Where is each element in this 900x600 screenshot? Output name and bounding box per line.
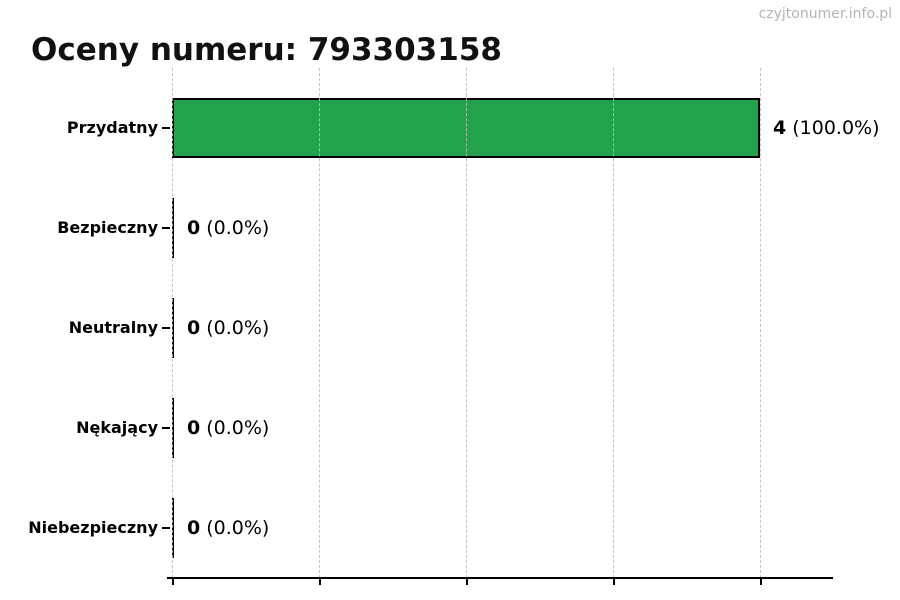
- x-axis-tick: [613, 579, 615, 585]
- gridline: [466, 68, 467, 578]
- bar-nekajacy: [172, 398, 174, 458]
- x-axis-tick: [466, 579, 468, 585]
- gridline: [760, 68, 761, 578]
- value-number: 0: [187, 417, 201, 439]
- y-axis-tick: [162, 227, 170, 229]
- category-label: Niebezpieczny: [28, 518, 158, 537]
- category-label: Przydatny: [66, 118, 158, 137]
- value-label: 4 (100.0%): [773, 98, 880, 158]
- watermark-text: czyjtonumer.info.pl: [758, 6, 892, 22]
- value-percent: (0.0%): [206, 417, 270, 439]
- value-number: 0: [187, 217, 201, 239]
- gridline: [172, 68, 173, 578]
- category-label: Neutralny: [68, 318, 158, 337]
- value-label: 0 (0.0%): [187, 398, 269, 458]
- x-axis-line: [167, 577, 833, 579]
- value-percent: (0.0%): [206, 317, 270, 339]
- value-label: 0 (0.0%): [187, 198, 269, 258]
- value-percent: (0.0%): [206, 217, 270, 239]
- value-percent: (100.0%): [792, 117, 880, 139]
- chart-row: Neutralny 0 (0.0%): [0, 298, 900, 358]
- y-axis-tick: [162, 327, 170, 329]
- value-number: 4: [773, 117, 787, 139]
- y-axis-tick: [162, 127, 170, 129]
- x-axis-tick: [319, 579, 321, 585]
- category-label: Bezpieczny: [57, 218, 158, 237]
- gridline: [319, 68, 320, 578]
- chart-row: Niebezpieczny 0 (0.0%): [0, 498, 900, 558]
- chart-row: Bezpieczny 0 (0.0%): [0, 198, 900, 258]
- value-number: 0: [187, 517, 201, 539]
- value-label: 0 (0.0%): [187, 498, 269, 558]
- category-label: Nękający: [76, 418, 158, 437]
- x-axis-tick: [760, 579, 762, 585]
- chart-row: Nękający 0 (0.0%): [0, 398, 900, 458]
- x-axis-tick: [172, 579, 174, 585]
- page-title: Oceny numeru: 793303158: [31, 31, 502, 68]
- gridline: [613, 68, 614, 578]
- bar-niebezpieczny: [172, 498, 174, 558]
- value-label: 0 (0.0%): [187, 298, 269, 358]
- bar-bezpieczny: [172, 198, 174, 258]
- y-axis-tick: [162, 527, 170, 529]
- value-number: 0: [187, 317, 201, 339]
- y-axis-tick: [162, 427, 170, 429]
- bar-neutralny: [172, 298, 174, 358]
- chart-row: Przydatny 4 (100.0%): [0, 98, 900, 158]
- value-percent: (0.0%): [206, 517, 270, 539]
